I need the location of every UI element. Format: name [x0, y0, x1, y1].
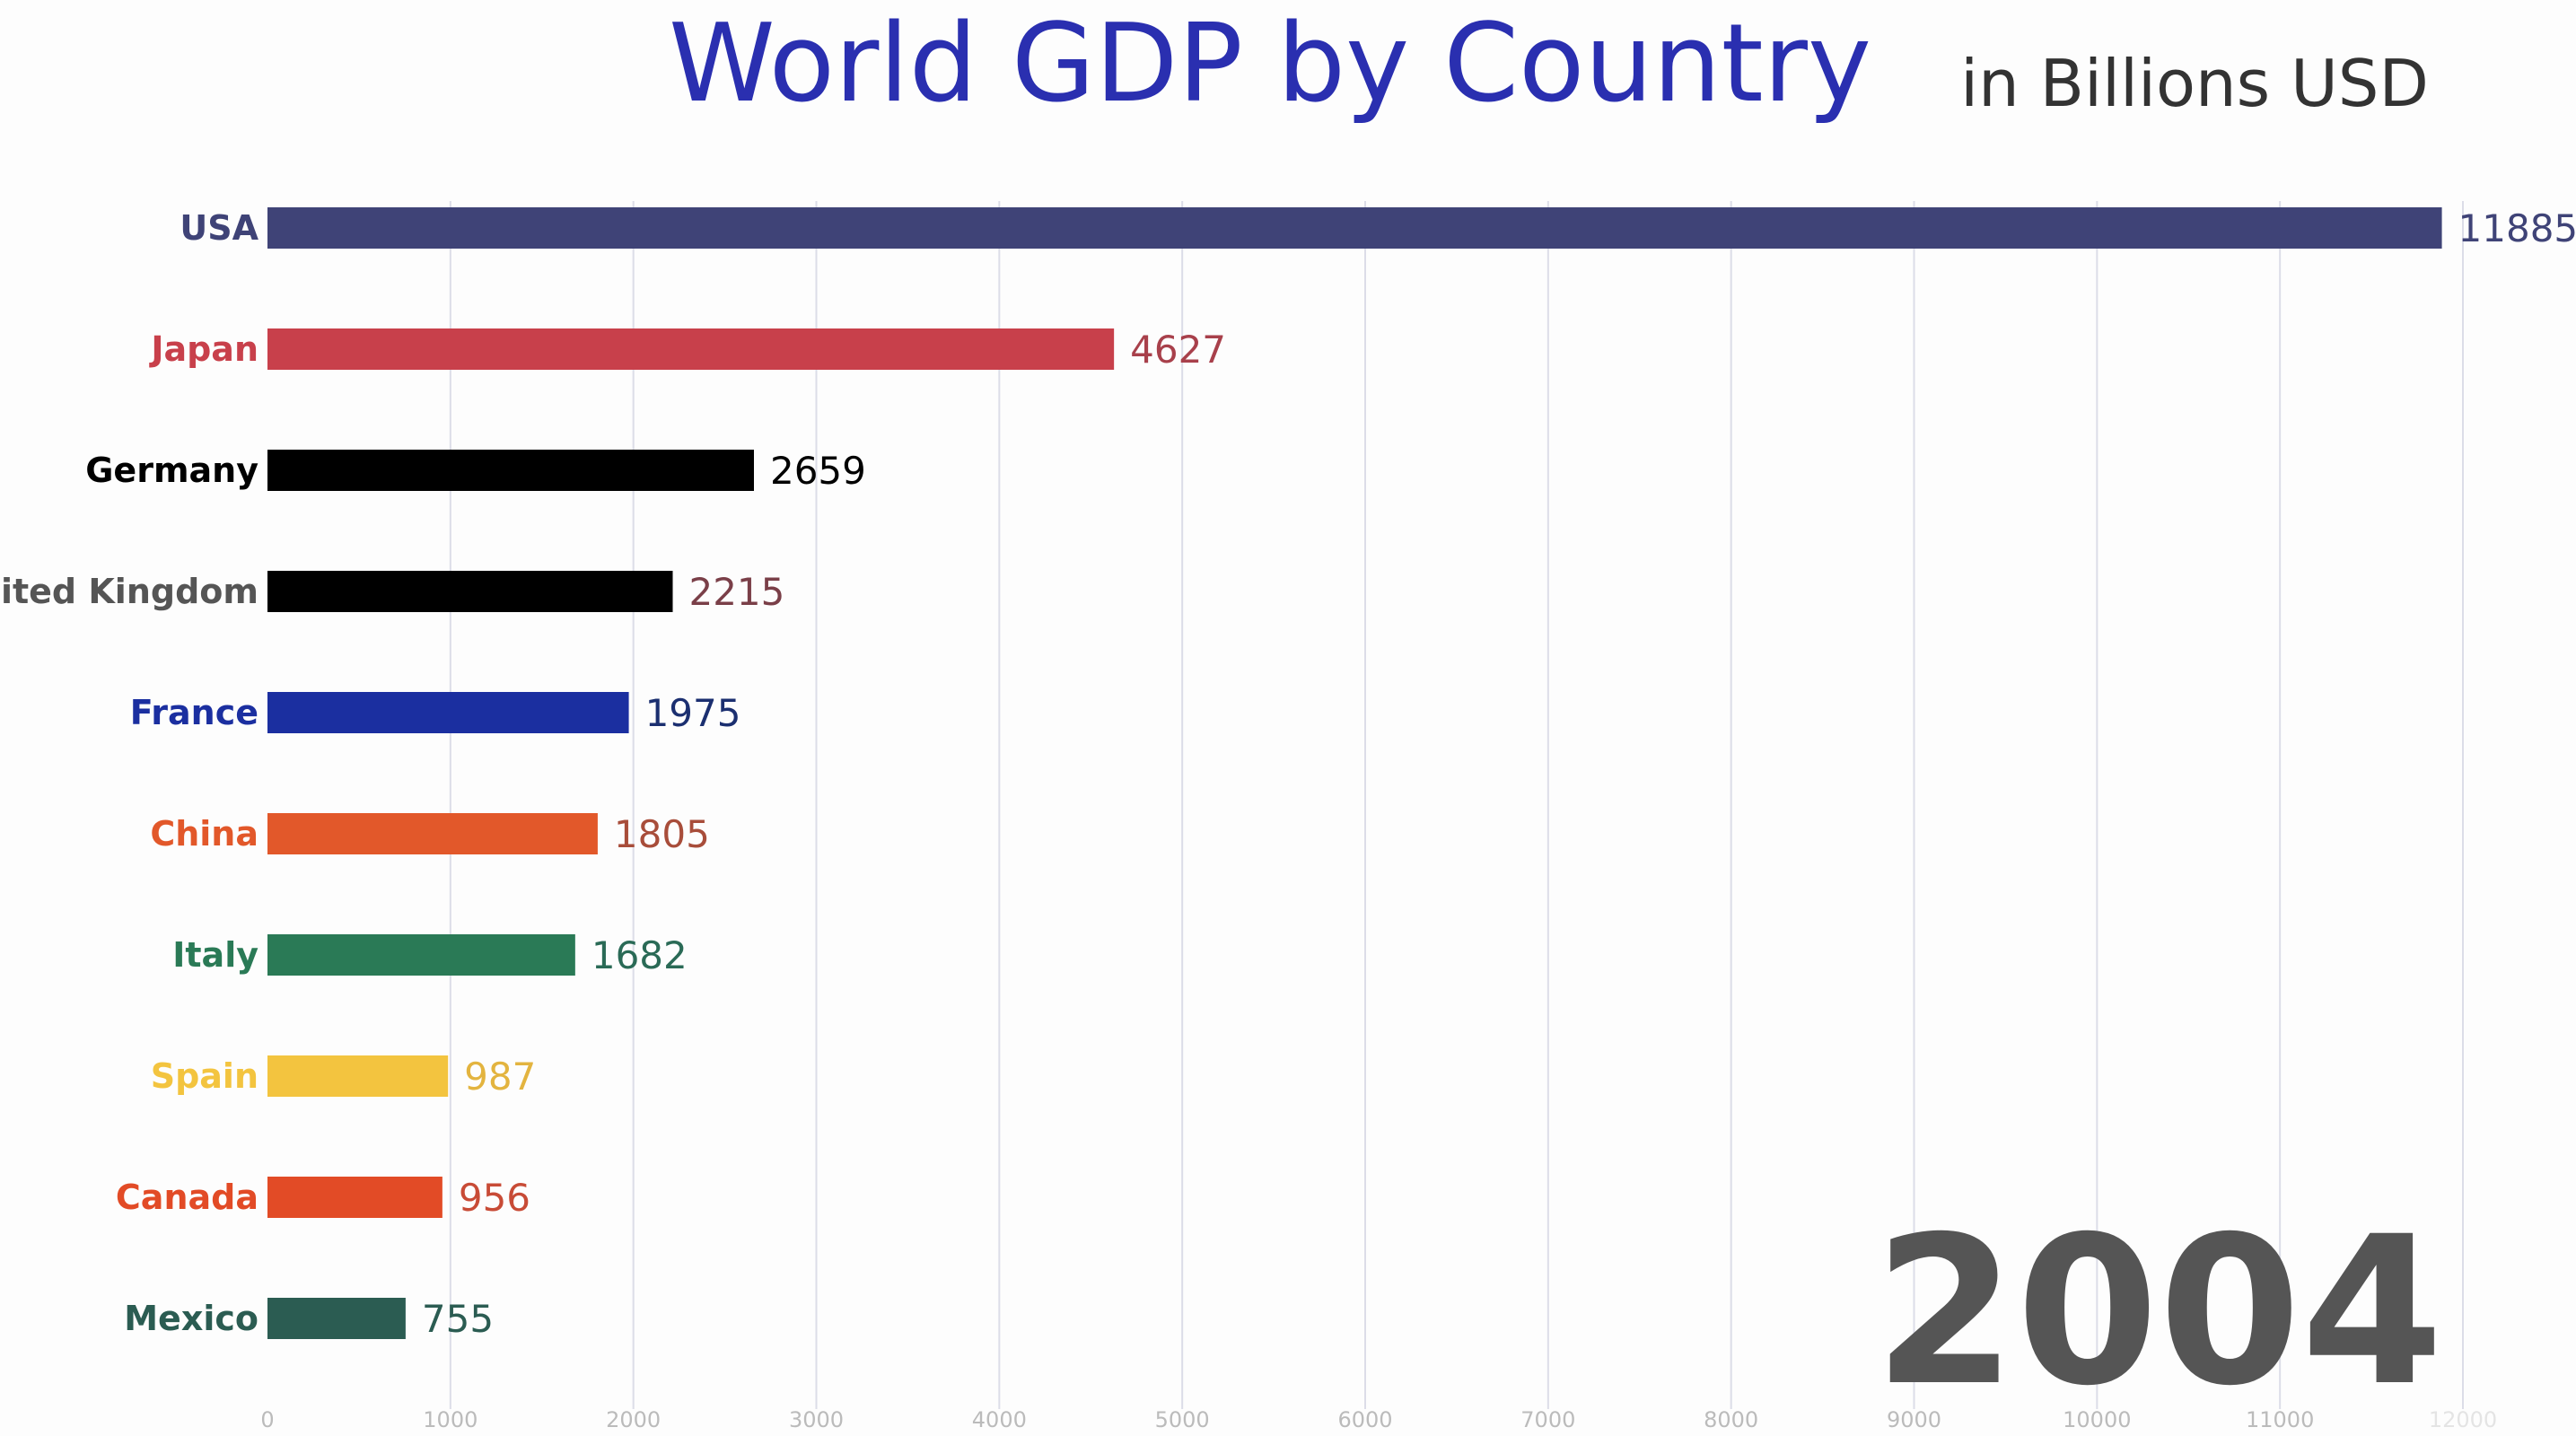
grid-layer: [449, 201, 2464, 1409]
bars: [267, 207, 2442, 1339]
x-tick-label: 4000: [972, 1407, 1027, 1432]
value-label: 1682: [591, 933, 688, 977]
category-label: Italy: [172, 935, 258, 975]
bar-china: [267, 813, 598, 854]
x-axis-ticks: 0 1000 2000 3000 4000 5000 6000 7000 8000 9000 100…: [260, 1407, 2497, 1432]
x-tick-label: 6000: [1337, 1407, 1392, 1432]
category-label: Germany: [85, 451, 258, 490]
chart-title: World GDP by Country: [669, 2, 1871, 127]
x-tick-label: 7000: [1520, 1407, 1575, 1432]
x-tick-label: 5000: [1155, 1407, 1210, 1432]
value-label: 4627: [1130, 328, 1226, 372]
bar-canada: [267, 1177, 442, 1218]
x-tick-label: 2000: [606, 1407, 661, 1432]
category-label: Mexico: [124, 1299, 258, 1338]
x-tick-label: 3000: [789, 1407, 844, 1432]
x-tick-label: 1000: [423, 1407, 478, 1432]
bar-japan: [267, 328, 1115, 370]
bar-united-kingdom: [267, 571, 673, 612]
value-label: 956: [459, 1176, 530, 1220]
category-label: China: [150, 814, 258, 854]
value-label: 1975: [645, 691, 741, 735]
bar-spain: [267, 1055, 449, 1097]
value-label: 11885: [2458, 206, 2576, 250]
bar-mexico: [267, 1298, 406, 1339]
x-tick-label: 8000: [1704, 1407, 1758, 1432]
value-label: 987: [464, 1055, 536, 1099]
category-label: USA: [180, 208, 258, 248]
category-labels: USA Japan Germany United Kingdom France China…: [0, 208, 259, 1338]
category-label: France: [130, 693, 258, 732]
value-label: 2215: [688, 570, 784, 614]
value-label: 2659: [770, 449, 866, 493]
category-label: Spain: [151, 1056, 258, 1096]
category-label: Canada: [116, 1178, 258, 1217]
category-label: Japan: [148, 329, 258, 369]
chart-subtitle: in Billions USD: [1960, 46, 2429, 121]
x-tick-label: 10000: [2063, 1407, 2131, 1432]
value-labels: 11885 4627 2659 2215 1975 1805 1682 987 956 755: [422, 206, 2576, 1341]
category-label: United Kingdom: [0, 572, 258, 611]
x-tick-label: 12000: [2429, 1407, 2497, 1432]
bar-usa: [267, 207, 2442, 249]
bar-italy: [267, 934, 575, 976]
value-label: 1805: [614, 812, 710, 856]
year-label: 2004: [1874, 1192, 2444, 1431]
bar-france: [267, 692, 629, 733]
x-tick-label: 11000: [2246, 1407, 2314, 1432]
x-tick-label: 9000: [1887, 1407, 1941, 1432]
value-label: 755: [422, 1297, 494, 1341]
bar-germany: [267, 450, 754, 491]
x-tick-label: 0: [260, 1407, 274, 1432]
